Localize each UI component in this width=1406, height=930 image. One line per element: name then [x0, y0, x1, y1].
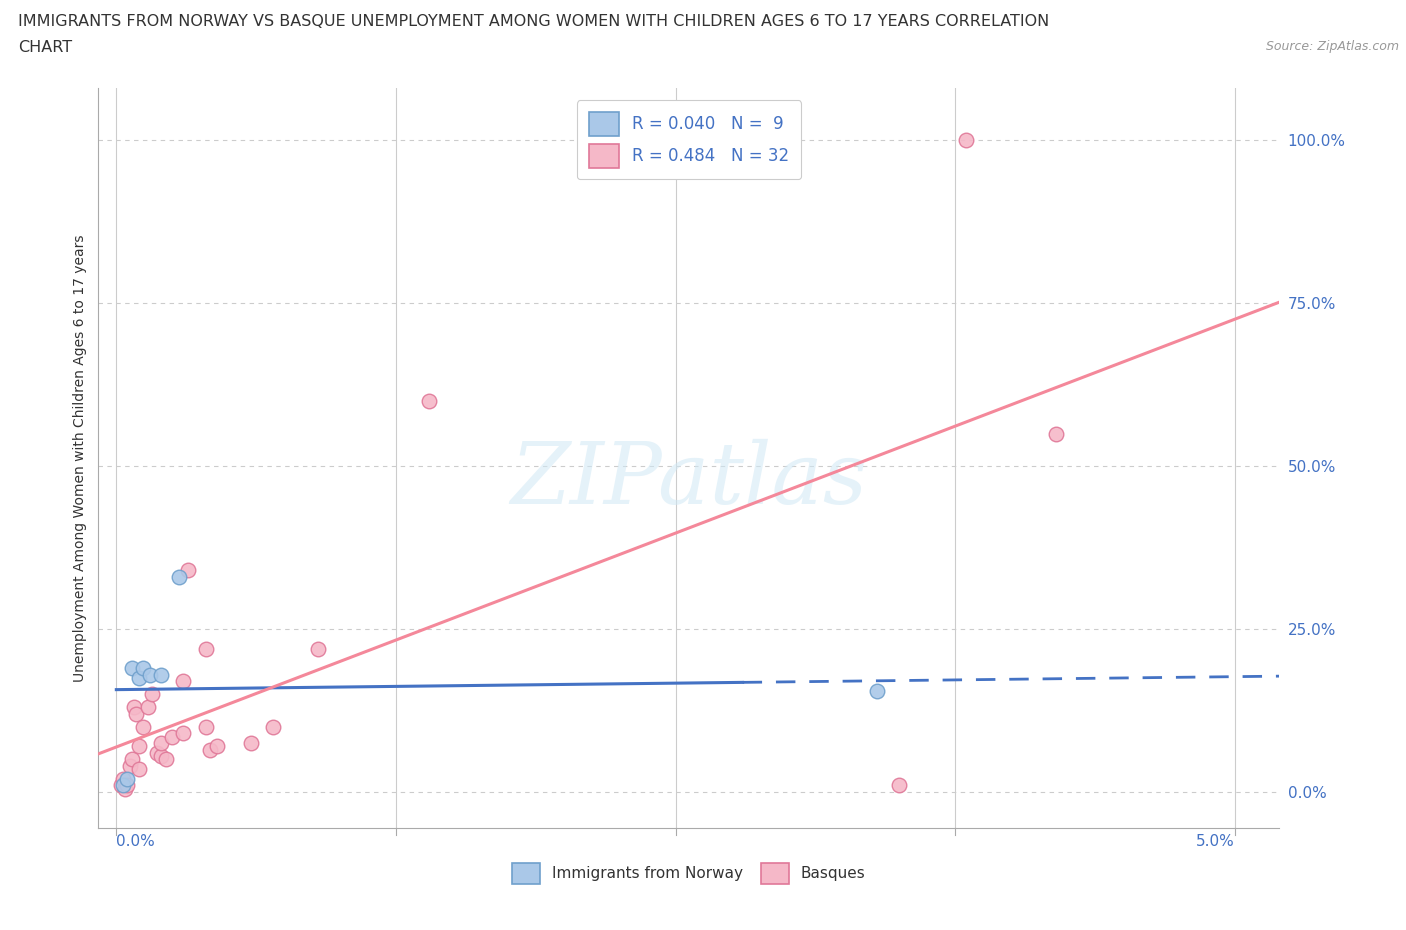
Point — [141, 686, 163, 701]
Point — [418, 393, 440, 408]
Point — [150, 749, 173, 764]
Y-axis label: Unemployment Among Women with Children Ages 6 to 17 years: Unemployment Among Women with Children A… — [73, 234, 87, 682]
Point — [145, 745, 167, 760]
Point — [112, 777, 135, 792]
Point — [200, 742, 222, 757]
Point — [205, 738, 228, 753]
Point — [117, 777, 139, 792]
Point — [262, 719, 284, 734]
Point — [112, 771, 135, 786]
Point — [155, 751, 177, 766]
Point — [114, 781, 136, 796]
Point — [132, 660, 155, 675]
Point — [172, 725, 194, 740]
Text: ZIPatlas: ZIPatlas — [510, 439, 868, 522]
Point — [132, 719, 155, 734]
Text: IMMIGRANTS FROM NORWAY VS BASQUE UNEMPLOYMENT AMONG WOMEN WITH CHILDREN AGES 6 T: IMMIGRANTS FROM NORWAY VS BASQUE UNEMPLO… — [18, 14, 1049, 29]
Text: 5.0%: 5.0% — [1197, 834, 1234, 849]
Point — [307, 641, 329, 656]
Point — [150, 736, 173, 751]
Point — [125, 706, 148, 721]
Point — [889, 777, 911, 792]
Point — [128, 762, 150, 777]
Point — [239, 736, 262, 751]
Point — [177, 563, 200, 578]
Point — [194, 641, 217, 656]
Point — [162, 729, 183, 744]
Point — [128, 738, 150, 753]
Point — [955, 133, 977, 148]
Point — [1045, 426, 1067, 441]
Legend: Immigrants from Norway, Basques: Immigrants from Norway, Basques — [506, 857, 872, 890]
Text: CHART: CHART — [18, 40, 72, 55]
Point — [866, 684, 889, 698]
Point — [136, 699, 159, 714]
Point — [150, 667, 173, 682]
Point — [117, 771, 139, 786]
Point — [122, 699, 145, 714]
Point — [110, 777, 132, 792]
Point — [167, 569, 190, 584]
Point — [118, 758, 141, 773]
Point — [139, 667, 162, 682]
Point — [128, 671, 150, 685]
Point — [172, 673, 194, 688]
Point — [121, 751, 143, 766]
Point — [194, 719, 217, 734]
Text: 0.0%: 0.0% — [117, 834, 155, 849]
Point — [121, 660, 143, 675]
Text: Source: ZipAtlas.com: Source: ZipAtlas.com — [1265, 40, 1399, 53]
